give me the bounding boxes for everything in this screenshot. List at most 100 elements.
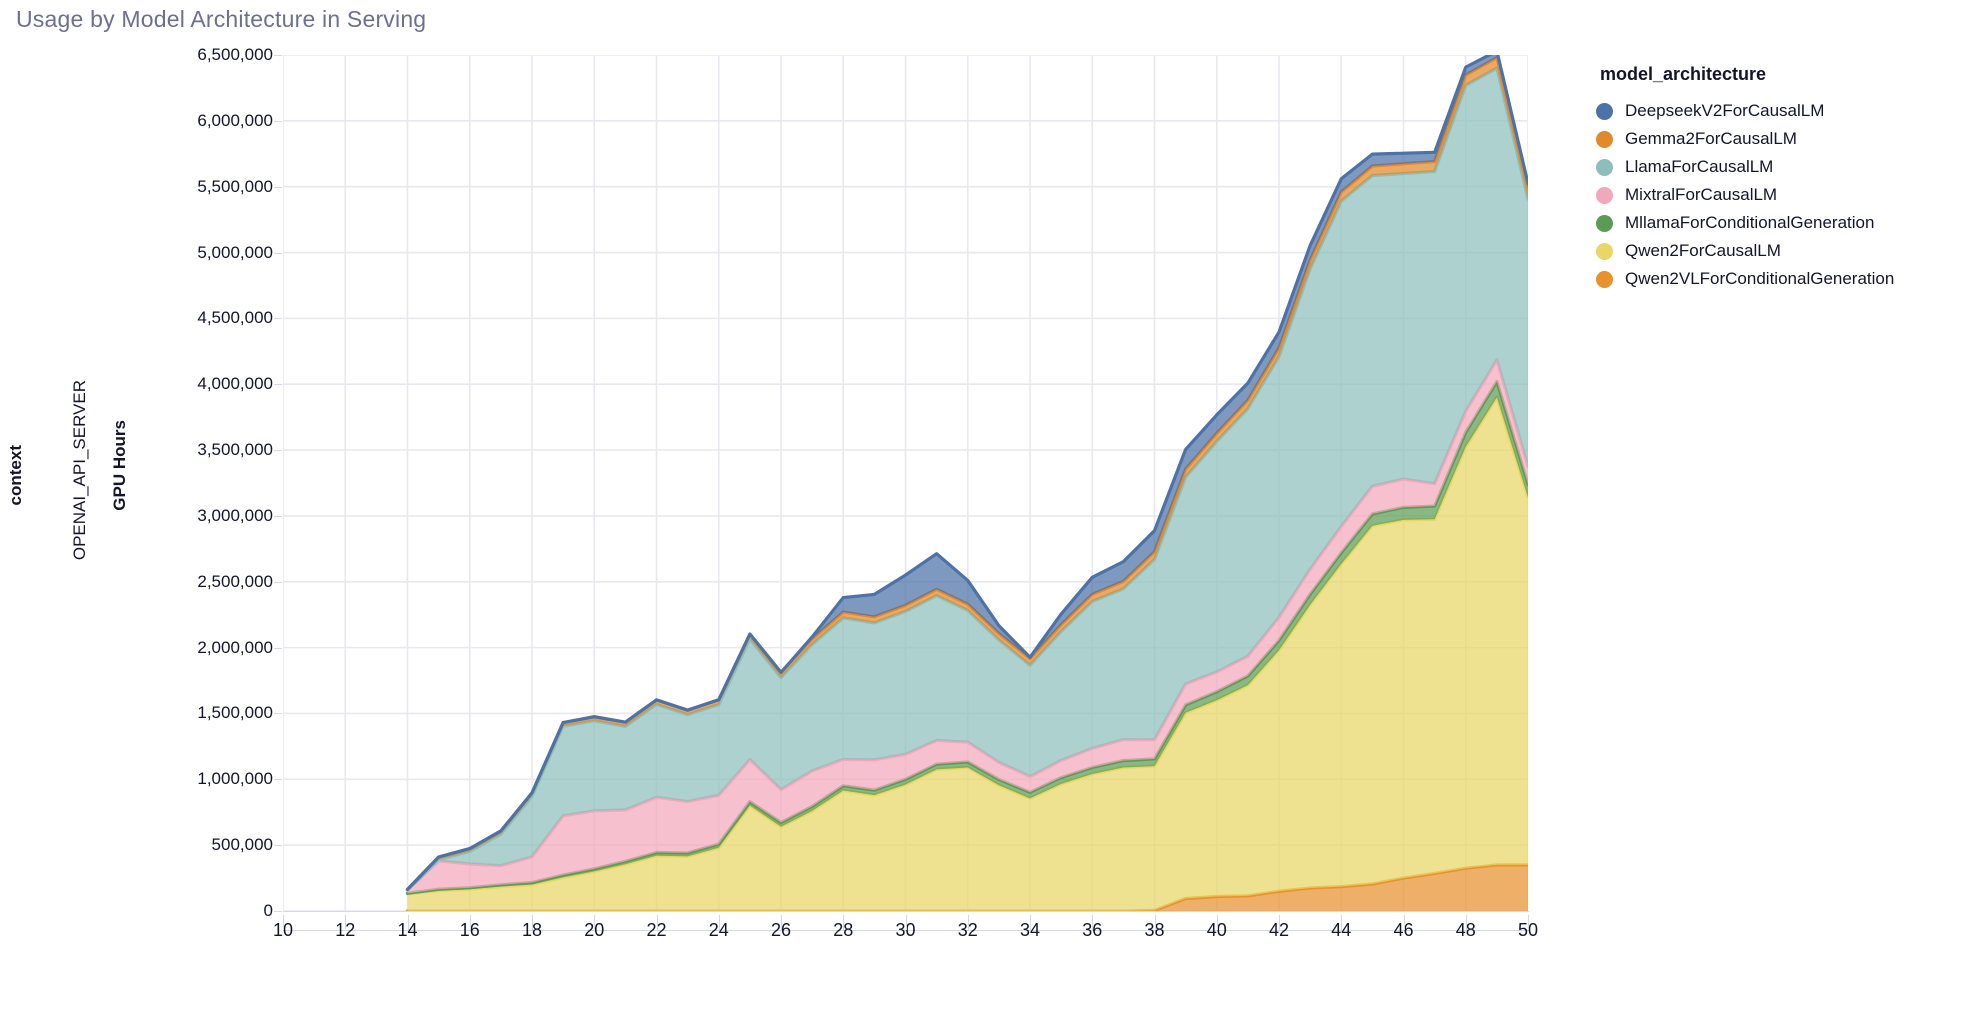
legend-item[interactable]: MllamaForConditionalGeneration [1596,209,1966,237]
series-area-qwen2forcausallm [407,397,1528,911]
x-axis-tick-mark [905,915,907,930]
x-axis-tick-mark [1403,915,1405,930]
stacked-area-svg [282,49,1530,913]
legend-item[interactable]: Qwen2VLForConditionalGeneration [1596,265,1966,293]
legend-item-label: Gemma2ForCausalLM [1625,129,1797,148]
x-axis-tick-label: 12 [335,920,356,940]
page-title: Usage by Model Architecture in Serving [16,6,427,32]
x-axis-tick-mark [1030,915,1031,930]
legend-swatch-icon [1596,130,1613,148]
plot-bottom-border [283,911,1529,912]
series-area-llamaforcausallm [407,68,1528,891]
x-axis-tick-label: 48 [1455,920,1476,940]
y-axis-tick-label: 2,500,000 [197,571,273,591]
y-axis-tick-label: 5,000,000 [197,242,273,262]
legend-item-label: LlamaForCausalLM [1625,157,1774,176]
x-axis-tick-label: 36 [1082,920,1103,940]
x-axis-tick-label: 14 [397,920,418,940]
y-axis-tick-mark [274,120,282,122]
legend-swatch-icon [1596,242,1613,260]
x-axis-tick-mark [843,915,845,930]
x-axis-tick-label: 26 [770,920,792,940]
series-area-qwen2vlforconditionalgeneration [407,864,1528,911]
x-axis-tick-label: 44 [1331,920,1352,940]
legend-swatch-icon [1596,214,1613,232]
x-axis-tick-label: 50 [1517,920,1539,940]
legend-item[interactable]: Gemma2ForCausalLM [1596,125,1966,153]
legend-item[interactable]: DeepseekV2ForCausalLM [1596,97,1966,125]
x-axis-tick-mark [1092,915,1094,930]
x-axis-tick-mark [1341,915,1343,930]
legend-item-label: DeepseekV2ForCausalLM [1625,101,1825,120]
x-axis-tick-label: 16 [459,920,480,940]
y-axis-tick-label: 1,500,000 [197,703,273,723]
x-axis-tick-label: 42 [1268,920,1290,940]
legend-item-label: Qwen2VLForConditionalGeneration [1625,269,1895,288]
x-axis-tick-mark [1216,915,1218,930]
legend-items: DeepseekV2ForCausalLM Gemma2ForCausalLM Ll… [1596,97,1966,293]
x-axis-tick-mark [594,915,596,930]
legend-item[interactable]: MixtralForCausalLM [1596,181,1966,209]
series-line-deepseekv2forcausallm [405,49,1530,892]
y-axis-tick-label: 4,500,000 [197,308,273,328]
legend-swatch-icon [1596,102,1613,120]
x-axis-tick-label: 10 [272,920,294,940]
y-axis-tick-labels: 0 500,000 1,000,000 1,500,000 2,000,000 2,500… [0,0,273,1028]
x-axis-tick-mark [1465,915,1467,930]
x-axis-tick-mark [781,915,782,930]
x-axis-tick-mark [718,915,720,930]
y-axis-tick-label: 0 [263,901,273,920]
x-axis-tick-mark [1528,915,1529,930]
x-axis-tick-mark [532,915,533,930]
y-axis-tick-label: 3,000,000 [197,505,273,525]
legend-item[interactable]: Qwen2ForCausalLM [1596,237,1966,265]
y-axis-tick-mark [274,845,282,847]
x-axis-tick-label: 28 [833,920,854,940]
x-axis-tick-mark [967,915,969,930]
x-axis-tick-label: 34 [1019,920,1041,940]
y-axis-tick-label: 2,000,000 [197,637,273,657]
y-axis-tick-mark [274,186,282,188]
x-axis-tick-mark [283,915,284,930]
x-axis-tick-label: 22 [646,920,667,940]
legend-item-label: MllamaForConditionalGeneration [1625,213,1875,232]
y-axis-tick-mark [274,911,282,912]
y-axis-tick-mark [274,713,282,715]
x-axis-tick-label: 38 [1144,920,1165,940]
y-axis-tick-mark [274,252,282,254]
y-axis-tick-mark [274,55,282,56]
x-axis-tick-label: 18 [521,920,543,940]
x-axis-tick-mark [407,915,409,930]
x-axis-tick-label: 40 [1206,920,1227,940]
y-axis-tick-label: 4,000,000 [197,374,273,394]
y-axis-tick-mark [274,515,282,517]
x-axis-tick-mark [469,915,471,930]
y-axis-tick-label: 6,000,000 [197,110,273,130]
y-axis-tick-label: 1,000,000 [197,769,273,789]
y-axis-tick-label: 6,500,000 [197,45,273,64]
y-axis-tick-label: 5,500,000 [197,176,273,196]
x-axis-rule [283,930,1529,931]
legend-swatch-icon [1596,186,1613,204]
legend-item[interactable]: LlamaForCausalLM [1596,153,1966,181]
x-axis-tick-label: 46 [1393,920,1414,940]
legend: model_architecture DeepseekV2ForCausalLM… [1596,64,1966,293]
y-axis-tick-mark [274,779,282,781]
y-axis-tick-label: 500,000 [211,835,273,855]
legend-swatch-icon [1596,158,1613,176]
y-axis-tick-mark [274,581,282,583]
y-axis-tick-mark [274,647,282,649]
y-axis-tick-mark [274,318,282,320]
x-axis-tick-mark [656,915,658,930]
legend-title: model_architecture [1600,64,1767,84]
x-axis-tick-mark [1154,915,1156,930]
legend-swatch-icon [1596,270,1613,288]
y-axis-tick-label: 3,500,000 [197,440,273,460]
x-axis-tick-mark [345,915,347,930]
x-axis-tick-mark [1279,915,1280,930]
x-axis-tick-label: 24 [708,920,729,940]
x-axis-tick-label: 20 [584,920,605,940]
x-axis-tick-label: 32 [957,920,978,940]
legend-item-label: Qwen2ForCausalLM [1625,241,1781,260]
